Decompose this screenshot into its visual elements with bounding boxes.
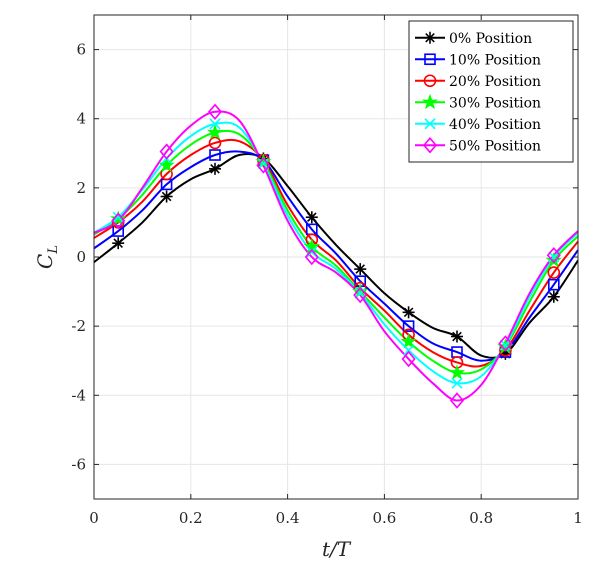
y-tick-label: -6: [71, 455, 86, 473]
y-tick-label: 0: [76, 248, 86, 266]
data-point: [112, 237, 125, 250]
data-point: [207, 103, 223, 121]
data-point: [112, 225, 124, 237]
legend-box: [408, 20, 574, 163]
data-point: [499, 339, 511, 351]
data-point: [209, 149, 221, 161]
data-point: [208, 136, 222, 150]
data-point: [306, 246, 318, 258]
x-tick-label: 0.4: [276, 509, 300, 527]
legend: 0% Position 10% Position 20% Position 30% P…: [408, 20, 574, 163]
data-point: [257, 158, 269, 170]
data-point: [402, 306, 415, 319]
legend-entry-3: 30% Position: [415, 93, 541, 111]
y-tick-label: -4: [71, 386, 86, 404]
data-point: [256, 157, 271, 174]
data-point: [498, 335, 513, 352]
data-point: [160, 190, 173, 203]
data-point: [400, 333, 417, 349]
data-point: [209, 162, 221, 175]
data-point: [304, 248, 319, 266]
legend-entry-1: 10% Position: [415, 52, 541, 68]
legend-label: 30% Position: [449, 95, 541, 111]
x-axis-label: t/T: [322, 537, 352, 561]
data-point: [548, 251, 560, 263]
legend-marker: [421, 93, 439, 110]
legend-label: 20% Position: [449, 74, 541, 90]
data-point: [451, 330, 463, 343]
x-tick-label: 0.2: [179, 509, 203, 527]
legend-marker: [424, 118, 436, 130]
legend-entry-2: 20% Position: [415, 74, 541, 90]
x-tick-label: 0.6: [372, 509, 396, 527]
y-tick-label: 2: [76, 179, 86, 197]
data-point: [547, 278, 560, 291]
x-tick-label: 0: [89, 509, 99, 527]
legend-marker: [424, 53, 436, 66]
y-tick-label: -2: [71, 317, 86, 335]
data-point: [206, 124, 224, 140]
data-point: [111, 212, 126, 229]
series-markers-0: [112, 152, 560, 360]
legend-entry-5: 50% Position: [415, 137, 541, 154]
legend-marker: [424, 31, 436, 44]
y-axis-tick-labels: -6 -4 -2 0 2 4 6: [71, 41, 86, 474]
legend-entry-4: 40% Position: [415, 117, 541, 133]
y-tick-label: 6: [76, 41, 86, 59]
data-point: [159, 143, 174, 160]
data-point: [112, 211, 124, 223]
y-axis-label-subscript: L: [46, 245, 61, 255]
axis-ticks: [93, 15, 579, 499]
x-tick-label: 1: [573, 509, 583, 527]
data-point: [448, 364, 466, 380]
x-tick-label: 0.8: [469, 509, 493, 527]
data-point: [547, 266, 561, 279]
data-point: [354, 287, 366, 299]
legend-label: 10% Position: [449, 52, 541, 68]
legend-entry-0: 0% Position: [415, 31, 532, 47]
data-point: [305, 211, 318, 224]
legend-label: 50% Position: [449, 138, 541, 154]
legend-label: 40% Position: [449, 117, 541, 133]
y-axis-label: CL: [33, 245, 61, 269]
data-point: [449, 392, 465, 409]
legend-marker: [422, 137, 438, 154]
data-point: [354, 263, 367, 276]
data-point: [546, 247, 561, 264]
series-markers: [110, 103, 562, 409]
data-point: [209, 118, 221, 130]
y-tick-label: 4: [76, 110, 86, 128]
legend-label: 0% Position: [449, 31, 532, 47]
series-markers-5: [111, 103, 561, 409]
data-point: [401, 350, 416, 368]
x-axis-tick-labels: 0 0.2 0.4 0.6 0.8 1: [89, 509, 583, 527]
y-axis-label-main: C: [33, 254, 57, 269]
data-point: [403, 344, 415, 356]
data-point: [353, 286, 368, 304]
legend-marker: [423, 74, 437, 88]
series-lines: [93, 110, 579, 402]
series-line-5: [93, 110, 579, 402]
data-point: [451, 377, 463, 389]
data-point: [547, 290, 560, 303]
series-line-1: [93, 150, 579, 362]
data-point: [402, 320, 415, 332]
